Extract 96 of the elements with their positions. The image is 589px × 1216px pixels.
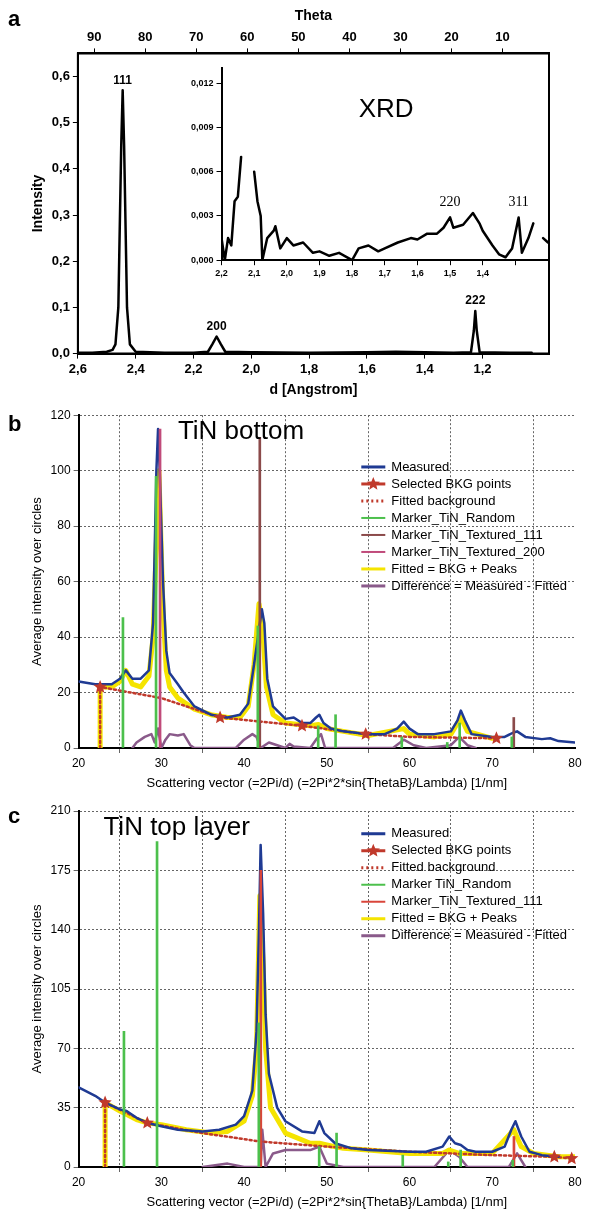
legend-label: Marker_TiN_Textured_111	[391, 526, 543, 542]
y-axis-title: Average intensity over circles	[29, 496, 45, 667]
y-tick-label: 100	[50, 462, 71, 477]
x-tick-label: 2,2	[215, 268, 228, 279]
legend-label: Measured	[391, 458, 450, 474]
text: c	[8, 803, 21, 829]
x-tick-label: 40	[237, 1174, 252, 1189]
y-tick-label: 0,003	[190, 210, 214, 221]
x2-tick-label: 80	[138, 29, 153, 45]
y-tick-label: 120	[50, 407, 71, 422]
annotation: 200	[206, 318, 227, 333]
y-tick-label: 0,006	[190, 166, 214, 177]
x-tick-label: 60	[402, 1174, 417, 1189]
y-tick-label: 80	[57, 518, 71, 533]
x-tick-label: 80	[568, 755, 582, 770]
legend-label: Fitted background	[391, 859, 496, 875]
x-tick-label: 1,4	[476, 268, 489, 279]
legend-label: Selected BKG points	[391, 842, 512, 858]
y-tick-label: 0	[63, 740, 71, 755]
legend-label: Measured	[391, 825, 450, 841]
x-axis-title: Scattering vector (=2Pi/d) (=2Pi*2*sin{ThetaB}/Lambda) [1/nm]	[146, 1193, 508, 1209]
x-tick-label: 1,6	[411, 268, 424, 279]
text: b	[8, 411, 22, 437]
annotation: 220	[439, 193, 461, 209]
y-tick-label: 175	[50, 862, 71, 877]
text: XRD	[358, 93, 414, 124]
legend-label: Marker_TiN_Textured_200	[391, 543, 545, 559]
x2-tick-label: 10	[495, 29, 510, 45]
y-tick-label: 0,2	[51, 252, 70, 268]
x-tick-label: 1,6	[357, 360, 376, 376]
x-tick-label: 2,2	[184, 360, 203, 376]
y-tick-label: 0,009	[190, 121, 214, 132]
x2-tick-label: 60	[240, 29, 255, 45]
x-tick-label: 30	[154, 755, 169, 770]
x-axis-title: Scattering vector (=2Pi/d) (=2Pi*2*sin{ThetaB}/Lambda) [1/nm]	[146, 774, 508, 790]
x-tick-label: 2,1	[247, 268, 261, 279]
x-axis-title: d [Angstrom]	[269, 381, 358, 398]
y-tick-label: 0,000	[190, 254, 214, 265]
y-tick-label: 0,012	[190, 77, 214, 88]
x2-tick-label: 50	[291, 29, 306, 45]
x2-tick-label: 20	[444, 29, 459, 45]
x-tick-label: 1,8	[345, 268, 359, 279]
legend-label: Marker TiN_Random	[391, 876, 512, 892]
x-tick-label: 1,7	[378, 268, 392, 279]
x-tick-label: 60	[402, 755, 417, 770]
legend-label: Fitted = BKG + Peaks	[391, 910, 518, 926]
y-tick-label: 70	[57, 1040, 71, 1055]
y-tick-label: 0,4	[51, 160, 71, 176]
y-axis-title: Average intensity over circles	[29, 904, 45, 1074]
x-tick-label: 1,5	[443, 268, 457, 279]
legend-label: Marker_TiN_Textured_111	[391, 893, 543, 909]
y-tick-label: 20	[57, 684, 71, 699]
y-tick-label: 60	[57, 573, 71, 588]
legend-label: Difference = Measured - Fitted	[391, 577, 567, 593]
chart-title: TiN bottom	[177, 415, 305, 446]
x-tick-label: 1,8	[300, 360, 319, 376]
annotation: 311	[508, 193, 529, 209]
y-tick-label: 0,5	[51, 114, 70, 130]
x-tick-label: 1,4	[415, 360, 435, 376]
x2-tick-label: 40	[342, 29, 357, 45]
x-tick-label: 2,0	[242, 360, 261, 376]
x2-axis-title: Theta	[294, 7, 333, 24]
x-tick-label: 2,6	[68, 360, 87, 376]
legend-label: Fitted = BKG + Peaks	[391, 560, 518, 576]
y-tick-label: 210	[50, 803, 71, 818]
x-tick-label: 50	[320, 1174, 334, 1189]
x-tick-label: 70	[485, 1174, 500, 1189]
legend-label: Difference = Measured - Fitted	[391, 927, 567, 943]
annotation: 222	[465, 293, 486, 308]
text: a	[8, 6, 21, 32]
x-tick-label: 70	[485, 755, 500, 770]
y-tick-label: 0	[63, 1159, 71, 1174]
x2-tick-label: 90	[86, 29, 102, 45]
annotation: 111	[113, 72, 133, 87]
y-tick-label: 0,3	[51, 206, 70, 222]
x2-tick-label: 30	[393, 29, 408, 45]
y-tick-label: 105	[50, 981, 71, 996]
x-tick-label: 2,0	[280, 268, 294, 279]
chart-title: TiN top layer	[103, 811, 251, 842]
y-axis-title: Intensity	[29, 174, 46, 233]
x-tick-label: 50	[320, 755, 334, 770]
y-tick-label: 140	[50, 921, 71, 936]
x-tick-label: 40	[237, 755, 252, 770]
y-tick-label: 35	[57, 1099, 71, 1114]
y-tick-label: 0,1	[51, 298, 70, 314]
legend-label: Selected BKG points	[391, 475, 512, 491]
x-tick-label: 80	[568, 1174, 582, 1189]
legend-label: Marker_TiN_Random	[391, 509, 516, 525]
x-tick-label: 30	[154, 1174, 169, 1189]
x-tick-label: 2,4	[126, 360, 146, 376]
y-tick-label: 40	[57, 629, 71, 644]
x-tick-label: 1,2	[473, 360, 492, 376]
y-tick-label: 0,0	[51, 345, 70, 361]
legend-label: Fitted background	[391, 492, 496, 508]
x-tick-label: 1,9	[313, 268, 326, 279]
y-tick-label: 0,6	[51, 68, 70, 84]
